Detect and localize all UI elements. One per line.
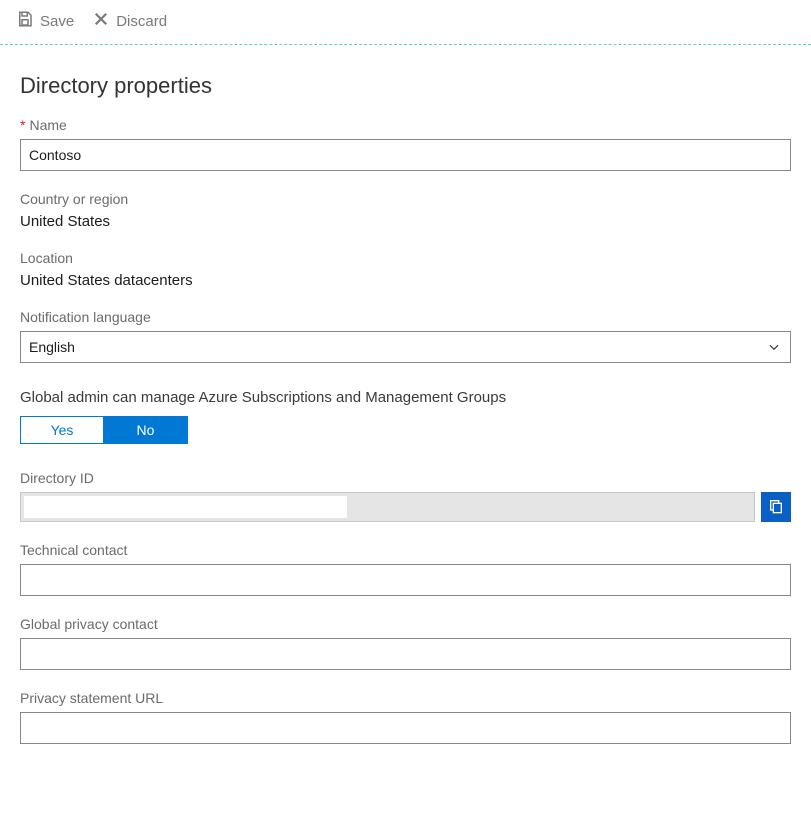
discard-button[interactable]: Discard — [92, 10, 167, 32]
field-technical-contact: Technical contact — [20, 542, 791, 596]
save-icon — [16, 10, 34, 32]
field-name: *Name — [20, 117, 791, 171]
name-input[interactable] — [20, 139, 791, 171]
global-privacy-contact-input[interactable] — [20, 638, 791, 670]
toggle-yes[interactable]: Yes — [20, 416, 104, 444]
page-title: Directory properties — [20, 73, 791, 99]
field-location: Location United States datacenters — [20, 250, 791, 289]
save-label: Save — [40, 13, 74, 30]
global-privacy-contact-label: Global privacy contact — [20, 616, 791, 632]
privacy-url-input[interactable] — [20, 712, 791, 744]
global-admin-toggle: Yes No — [20, 416, 791, 444]
privacy-url-label: Privacy statement URL — [20, 690, 791, 706]
save-button[interactable]: Save — [16, 10, 74, 32]
country-label: Country or region — [20, 191, 791, 207]
field-directory-id: Directory ID — [20, 470, 791, 522]
copy-button[interactable] — [761, 492, 791, 522]
field-privacy-url: Privacy statement URL — [20, 690, 791, 744]
required-star: * — [20, 117, 25, 133]
global-admin-label: Global admin can manage Azure Subscripti… — [20, 389, 791, 406]
technical-contact-label: Technical contact — [20, 542, 791, 558]
toggle-no[interactable]: No — [104, 416, 188, 444]
field-global-privacy-contact: Global privacy contact — [20, 616, 791, 670]
directory-id-label: Directory ID — [20, 470, 791, 486]
directory-id-value — [20, 492, 755, 522]
field-global-admin: Global admin can manage Azure Subscripti… — [20, 389, 791, 444]
notification-language-select[interactable] — [20, 331, 791, 363]
close-icon — [92, 10, 110, 32]
toolbar: Save Discard — [0, 0, 811, 45]
location-value: United States datacenters — [20, 272, 791, 289]
discard-label: Discard — [116, 13, 167, 30]
technical-contact-input[interactable] — [20, 564, 791, 596]
field-country: Country or region United States — [20, 191, 791, 230]
country-value: United States — [20, 213, 791, 230]
location-label: Location — [20, 250, 791, 266]
field-notification-language: Notification language — [20, 309, 791, 363]
notification-language-label: Notification language — [20, 309, 791, 325]
content: Directory properties *Name Country or re… — [0, 45, 811, 784]
name-label: *Name — [20, 117, 791, 133]
copy-icon — [768, 498, 784, 517]
